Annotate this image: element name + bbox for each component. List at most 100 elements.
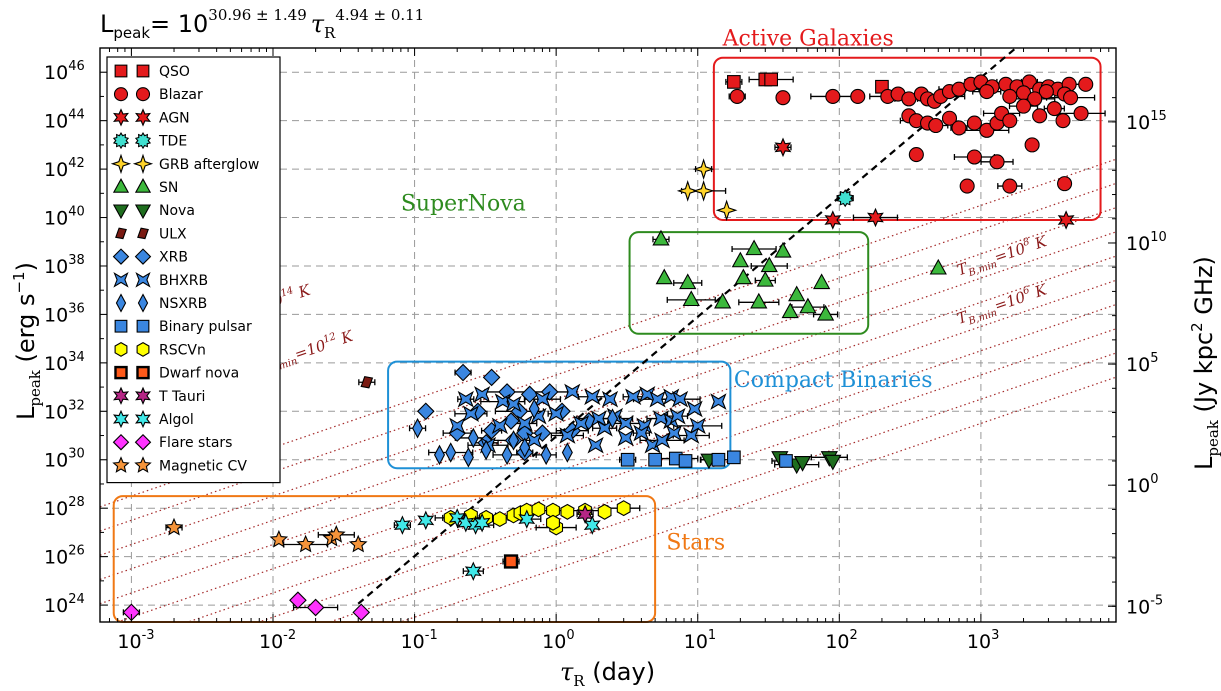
algol-point bbox=[464, 561, 482, 581]
legend-marker bbox=[110, 153, 132, 175]
y-tick-label: 1046 bbox=[44, 59, 85, 84]
blazar-point bbox=[1002, 88, 1018, 104]
legend-marker bbox=[136, 319, 150, 333]
grb-afterglow-point bbox=[676, 180, 699, 202]
magnetic-cv-point bbox=[269, 529, 289, 548]
blazar-point bbox=[1032, 108, 1048, 124]
legend-marker bbox=[114, 341, 128, 357]
legend-entry: XRB bbox=[159, 250, 188, 266]
legend-marker bbox=[115, 227, 127, 240]
bhxrb-point bbox=[617, 429, 634, 447]
algol-point bbox=[473, 512, 491, 533]
blazar-point bbox=[951, 120, 967, 136]
y-tick-label: 1034 bbox=[44, 350, 85, 375]
agn-point bbox=[774, 137, 792, 158]
nsxrb-point bbox=[606, 408, 619, 429]
x-tick-label: 100 bbox=[542, 628, 574, 653]
formula-title: Lpeak= 1030.96 ± 1.49 τR4.94 ± 0.11 bbox=[100, 6, 424, 42]
legend-marker bbox=[136, 341, 150, 357]
sn-point bbox=[714, 292, 732, 309]
legend-entry: Blazar bbox=[159, 87, 203, 103]
blazar-point bbox=[850, 88, 866, 104]
blazar-point bbox=[1073, 105, 1089, 121]
formula-tau: τ bbox=[311, 10, 325, 38]
nova-point bbox=[793, 456, 812, 472]
bhxrb-point bbox=[601, 390, 619, 408]
flare-stars-point bbox=[352, 603, 371, 622]
legend-marker bbox=[112, 132, 130, 150]
legend-entry: Nova bbox=[159, 203, 195, 219]
data-points-layer bbox=[122, 72, 1106, 622]
nsxrb-point bbox=[467, 427, 479, 449]
blazar-point bbox=[928, 117, 944, 134]
agn-point bbox=[867, 207, 884, 228]
rscvn-point bbox=[492, 511, 507, 528]
nsxrb-point bbox=[540, 444, 552, 466]
sn-point bbox=[929, 258, 947, 275]
blazar-point bbox=[1024, 137, 1040, 153]
bhxrb-point bbox=[449, 417, 466, 435]
bhxrb-point bbox=[689, 417, 706, 435]
rscvn-point bbox=[546, 514, 560, 531]
legend-entry: NSXRB bbox=[159, 296, 207, 312]
legend-marker bbox=[114, 365, 128, 380]
y-tick-label: 1026 bbox=[44, 544, 85, 569]
bhxrb-point bbox=[636, 417, 653, 435]
bhxrb-point bbox=[686, 400, 703, 418]
tb-line bbox=[257, 328, 1116, 622]
y-tick-label: 1028 bbox=[44, 495, 85, 520]
formula-eq: = 10 bbox=[150, 10, 208, 38]
bhxrb-point bbox=[505, 395, 522, 413]
legend-entry: GRB afterglow bbox=[159, 157, 259, 173]
y2-tick-label: 10-5 bbox=[1126, 593, 1163, 618]
binary-pulsar-point bbox=[711, 452, 726, 467]
legend-marker bbox=[132, 153, 154, 175]
nsxrb-point bbox=[445, 442, 457, 463]
formula-tau-sub: R bbox=[324, 24, 336, 42]
magnetic-cv-point bbox=[326, 525, 346, 543]
bhxrb-point bbox=[548, 405, 565, 423]
sn-point bbox=[788, 285, 806, 302]
tb-line bbox=[100, 182, 1116, 532]
bhxrb-point bbox=[683, 427, 700, 444]
agn-point bbox=[1057, 210, 1075, 230]
sn-point bbox=[652, 229, 670, 246]
bhxrb-point bbox=[653, 432, 671, 449]
grb-afterglow-point bbox=[692, 179, 715, 202]
blazar-point bbox=[825, 88, 841, 104]
qso-point bbox=[764, 72, 778, 87]
bhxrb-point bbox=[559, 427, 576, 444]
legend-marker bbox=[112, 178, 130, 193]
algol-point bbox=[417, 510, 435, 531]
sn-point bbox=[655, 268, 673, 285]
bhxrb-point bbox=[671, 390, 689, 408]
blazar-point bbox=[1015, 98, 1032, 114]
blazar-point bbox=[1057, 176, 1073, 192]
y2-tick-label: 100 bbox=[1126, 472, 1158, 497]
sn-point bbox=[774, 241, 792, 258]
bhxrb-point bbox=[516, 415, 533, 432]
legend-marker bbox=[113, 271, 129, 288]
bhxrb-point bbox=[457, 390, 474, 408]
qso-point bbox=[727, 75, 741, 89]
bhxrb-point bbox=[564, 383, 581, 401]
blazar-point bbox=[908, 147, 924, 163]
y-tick-label: 1038 bbox=[44, 253, 85, 278]
blazar-point bbox=[941, 110, 958, 126]
y-axis-title-sup: −1 bbox=[10, 271, 28, 293]
bhxrb-point bbox=[462, 405, 480, 423]
y-axis-title: Lpeak (erg s−1) bbox=[10, 262, 44, 420]
sn-point bbox=[816, 304, 835, 321]
blazar-point bbox=[901, 91, 917, 107]
region-label: SuperNova bbox=[401, 191, 526, 216]
x-tick-label: 101 bbox=[684, 628, 716, 653]
legend-entry: Binary pulsar bbox=[159, 319, 252, 335]
xrb-point bbox=[454, 363, 472, 382]
magnetic-cv-point bbox=[164, 517, 184, 536]
y2-axis-title-sym: L bbox=[1190, 456, 1218, 470]
y-tick-label: 1032 bbox=[44, 398, 85, 423]
bhxrb-point bbox=[474, 386, 491, 403]
region-box bbox=[387, 360, 732, 470]
blazar-point bbox=[1055, 113, 1071, 129]
algol-point bbox=[518, 509, 536, 529]
